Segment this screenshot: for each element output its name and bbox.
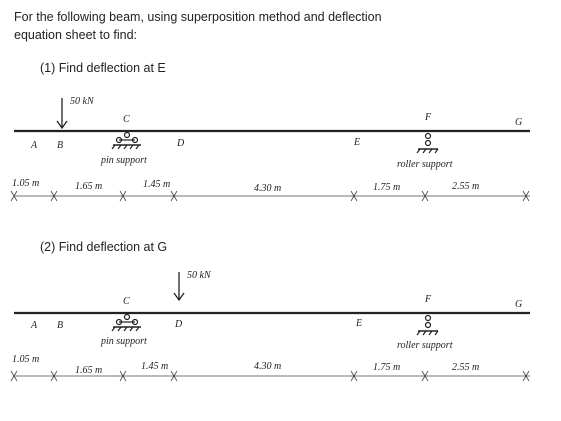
dim-ef: 1.75 m (373, 362, 400, 373)
dim-ef: 1.75 m (373, 182, 400, 193)
point-f-label: F (424, 112, 432, 123)
dim-de: 4.30 m (254, 361, 281, 372)
point-a-label: A (30, 320, 38, 331)
dim-fg: 2.55 m (452, 181, 479, 192)
dimension-ticks (10, 190, 530, 202)
dim-ab: 1.05 m (12, 178, 39, 189)
dimension-ticks (10, 370, 530, 382)
point-b-label: B (57, 320, 63, 331)
point-g-label: G (515, 299, 522, 310)
intro-line-2: equation sheet to find: (14, 28, 138, 42)
dim-cd: 1.45 m (143, 179, 170, 190)
point-f-label: F (424, 294, 432, 305)
pin-support-icon (111, 131, 141, 150)
point-c-label: C (123, 114, 130, 125)
point-g-label: G (515, 117, 522, 128)
point-e-label: E (355, 318, 362, 329)
point-b-label: B (57, 140, 63, 151)
dim-de: 4.30 m (254, 183, 281, 194)
load-label: 50 kN (70, 96, 95, 107)
point-c-label: C (123, 296, 130, 307)
dim-fg: 2.55 m (452, 362, 479, 373)
point-e-label: E (353, 137, 360, 148)
part-1-heading: (1) Find deflection at E (40, 61, 166, 75)
part-2-heading: (2) Find deflection at G (40, 240, 168, 254)
roller-support-icon (416, 132, 439, 154)
load-label: 50 kN (187, 270, 212, 281)
point-d-label: D (174, 319, 183, 330)
dim-ab: 1.05 m (12, 354, 39, 365)
roller-support-label: roller support (397, 159, 453, 170)
roller-support-label: roller support (397, 340, 453, 351)
dim-cd: 1.45 m (141, 361, 168, 372)
dim-bc: 1.65 m (75, 365, 102, 376)
point-d-label: D (176, 138, 185, 149)
roller-support-icon (416, 314, 439, 336)
beam-diagram-1: 50 kN A B C D E F G pin support roller s… (10, 96, 530, 202)
pin-support-icon (111, 313, 141, 332)
point-a-label: A (30, 140, 38, 151)
pin-support-label: pin support (100, 336, 147, 347)
beam-diagram-2: 50 kN A B C D E F G pin support roller s… (10, 270, 530, 382)
pin-support-label: pin support (100, 155, 147, 166)
intro-line-1: For the following beam, using superposit… (14, 10, 382, 24)
dim-bc: 1.65 m (75, 181, 102, 192)
